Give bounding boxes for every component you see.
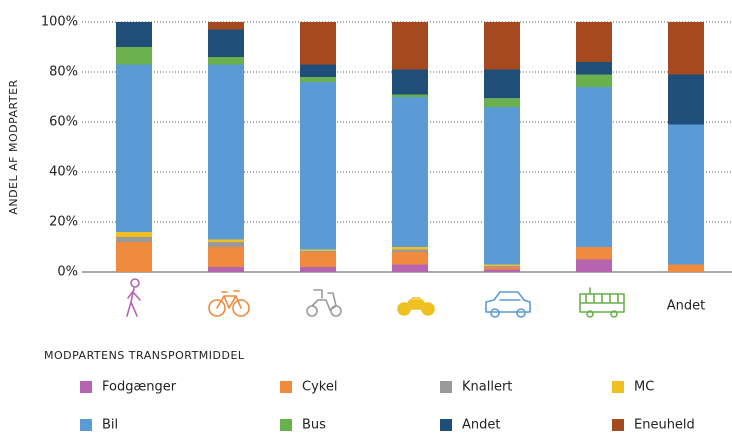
bar-segment (208, 242, 244, 247)
x-tick-label: Andet (667, 299, 705, 314)
bicycle-icon (208, 290, 250, 317)
bar-segment (300, 267, 336, 272)
bar-segment (668, 124, 704, 265)
bar-segment (392, 249, 428, 252)
legend-label: Cykel (302, 380, 337, 395)
legend-label: Andet (462, 418, 500, 433)
bar-segment (576, 259, 612, 272)
bar-segment (300, 82, 336, 250)
bar-segment (208, 57, 244, 65)
bar-segment (116, 237, 152, 242)
bar-segment (300, 22, 336, 65)
legend-swatch (612, 381, 624, 393)
legend-swatch (80, 381, 92, 393)
legend-label: Bil (102, 418, 118, 433)
bar-segment (300, 77, 336, 82)
bar-segment (576, 74, 612, 87)
bar-segment (484, 69, 520, 99)
bar-segment (208, 247, 244, 267)
y-tick-label: 0% (57, 265, 78, 280)
y-tick-label: 40% (49, 165, 78, 180)
y-tick-label: 20% (49, 215, 78, 230)
bar-segment (392, 264, 428, 272)
car-icon (485, 291, 531, 318)
legend-label: Fodgænger (102, 380, 177, 395)
bar-segment (484, 267, 520, 270)
bar-segment (300, 249, 336, 251)
bar-segment (484, 269, 520, 272)
bar-segment (116, 22, 152, 47)
bar-segment (300, 252, 336, 267)
bar-segment (116, 232, 152, 237)
bar-segment (484, 264, 520, 266)
y-axis-label: ANDEL AF MODPARTER (7, 79, 20, 214)
legend-swatch (440, 419, 452, 431)
legend-swatch (612, 419, 624, 431)
bar-segment (576, 247, 612, 260)
bar-segment (392, 94, 428, 97)
bar-segment (668, 264, 704, 272)
bar-segment (668, 22, 704, 75)
y-tick-label: 60% (49, 115, 78, 130)
legend-swatch (280, 419, 292, 431)
legend-swatch (440, 381, 452, 393)
bar-segment (392, 97, 428, 247)
bus-icon (579, 287, 625, 318)
bar-segment (484, 265, 520, 267)
bar-segment (300, 64, 336, 77)
bar-segment (392, 22, 428, 70)
legend-label: Bus (302, 418, 326, 433)
bar-segment (392, 252, 428, 265)
bar-segment (208, 22, 244, 30)
pedestrian-icon (126, 278, 141, 317)
bar-segment (392, 69, 428, 95)
bar-segment (576, 87, 612, 247)
category-icons (126, 278, 625, 318)
bar-segment (116, 242, 152, 272)
legend-label: MC (634, 380, 654, 395)
bar-segment (484, 98, 520, 107)
y-tick-label: 100% (41, 15, 78, 30)
bar-segment (576, 62, 612, 75)
legend-swatch (80, 419, 92, 431)
legend-label: Knallert (462, 380, 512, 395)
bar-segment (576, 22, 612, 62)
bar-segment (300, 250, 336, 252)
bar-segment (484, 22, 520, 70)
bar-segment (116, 47, 152, 65)
y-tick-label: 80% (49, 65, 78, 80)
moped-icon (306, 289, 342, 317)
bar-segment (484, 107, 520, 265)
mc-icon (397, 297, 435, 316)
bar-segment (116, 64, 152, 232)
bar-segment (668, 74, 704, 125)
bar-segment (208, 64, 244, 240)
bar-segment (208, 267, 244, 272)
bar-segment (208, 29, 244, 57)
bar-segment (392, 247, 428, 250)
legend-title: MODPARTENS TRANSPORTMIDDEL (44, 349, 245, 362)
legend-label: Eneuheld (634, 418, 695, 433)
bar-segment (208, 239, 244, 242)
legend-swatch (280, 381, 292, 393)
